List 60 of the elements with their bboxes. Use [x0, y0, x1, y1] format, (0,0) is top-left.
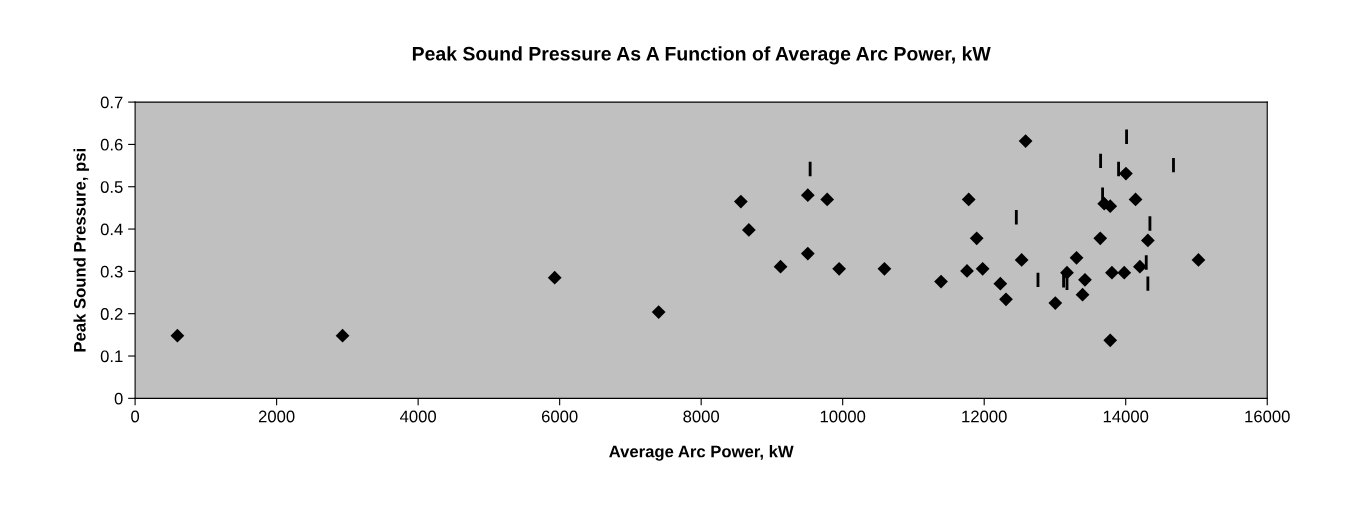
point — [547, 270, 562, 285]
x-tick-label: 14000 — [1103, 410, 1149, 423]
point — [1060, 265, 1074, 280]
x-tick-label: 16000 — [1245, 410, 1290, 423]
bar — [1146, 276, 1150, 291]
x-tick-label: 8000 — [683, 410, 720, 423]
y-tick-label: 0.7 — [100, 96, 123, 109]
point — [1075, 287, 1090, 302]
point — [800, 246, 815, 261]
point — [1093, 231, 1108, 246]
point — [1119, 166, 1133, 181]
point — [1128, 192, 1143, 207]
point — [170, 328, 185, 343]
point — [773, 259, 788, 274]
point — [993, 276, 1008, 291]
point — [1105, 265, 1119, 280]
point — [975, 261, 990, 276]
point — [1191, 253, 1206, 267]
point — [1140, 233, 1155, 248]
point — [1103, 333, 1118, 348]
x-tick-label: 12000 — [962, 410, 1007, 423]
point — [1018, 134, 1033, 148]
y-tick-label: 0.4 — [100, 223, 123, 236]
point — [999, 292, 1013, 307]
point — [877, 261, 892, 276]
x-tick-label: 6000 — [541, 410, 578, 423]
point — [1133, 259, 1147, 274]
point — [1069, 250, 1084, 265]
x-tick-label: 10000 — [820, 410, 866, 423]
y-tick-label: 0.2 — [100, 308, 123, 320]
y-tick-label: 0.5 — [100, 181, 123, 193]
x-axis-title: Average Arc Power, kW — [609, 445, 794, 461]
x-tick-label: 2000 — [258, 410, 295, 423]
point — [733, 194, 748, 209]
bar — [808, 161, 812, 177]
chart-title: Peak Sound Pressure As A Function of Average Arc Power, kW — [412, 46, 991, 65]
point — [961, 192, 976, 207]
bar — [1125, 129, 1128, 144]
point — [741, 223, 756, 237]
bar — [1172, 157, 1175, 173]
point — [335, 328, 350, 343]
y-tick-label: 0.3 — [100, 265, 123, 278]
point — [800, 188, 815, 203]
point — [969, 231, 984, 246]
x-tick-label: 0 — [131, 410, 140, 423]
point — [1117, 265, 1132, 280]
point — [832, 261, 847, 276]
y-tick-label: 0.1 — [100, 350, 123, 363]
y-axis-title: Peak Sound Pressure, psi — [73, 149, 90, 352]
point — [651, 305, 666, 319]
point — [1014, 253, 1029, 267]
y-tick-label: 0.6 — [100, 138, 123, 151]
x-tick-label: 4000 — [399, 410, 437, 423]
point — [1048, 296, 1063, 310]
point — [820, 192, 835, 207]
point — [934, 274, 948, 289]
point — [1078, 272, 1092, 287]
bar — [1014, 210, 1018, 225]
y-tick-label: 0 — [114, 392, 123, 405]
bar — [1099, 153, 1103, 169]
